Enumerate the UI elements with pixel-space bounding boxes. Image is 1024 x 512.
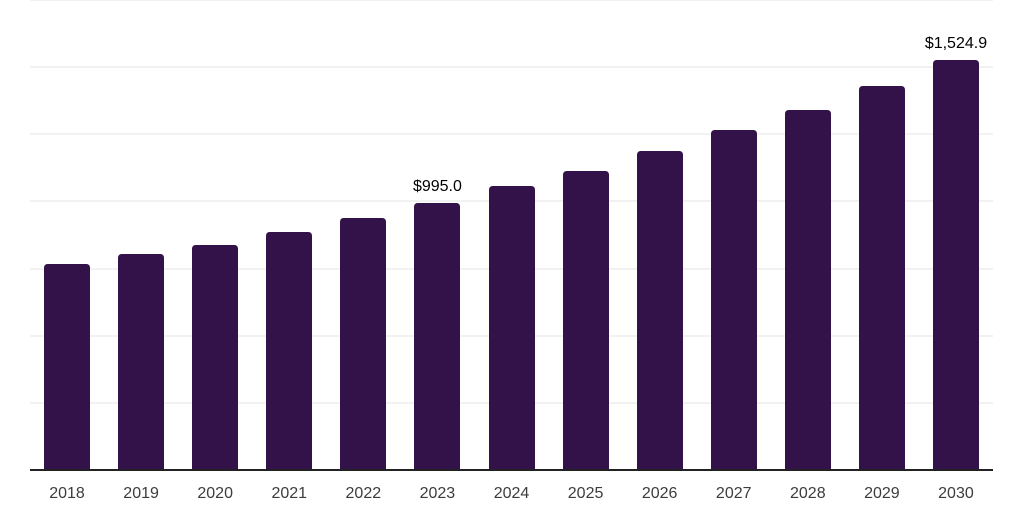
gridline-1500 — [30, 66, 993, 69]
bar-2020 — [192, 244, 239, 470]
x-tick-2022: 2022 — [345, 485, 382, 502]
bar-2022 — [340, 218, 387, 470]
x-tick-2030: 2030 — [938, 485, 974, 502]
bar-2027 — [710, 130, 757, 470]
x-tick-2019: 2019 — [123, 485, 159, 502]
bar-2021 — [266, 231, 313, 470]
x-axis-line — [30, 469, 993, 471]
x-tick-2021: 2021 — [271, 485, 308, 502]
bar-2025 — [562, 170, 609, 470]
plot-area: $995.0 $1,524.9 — [30, 0, 993, 470]
x-tick-2029: 2029 — [864, 485, 900, 502]
bar-2028 — [784, 109, 831, 470]
bar-2024 — [488, 186, 535, 470]
bar-value-label-2030: $1,524.9 — [924, 35, 988, 53]
x-tick-2020: 2020 — [197, 485, 233, 502]
gridline-1750 — [30, 0, 993, 1]
x-tick-2018: 2018 — [49, 485, 85, 502]
bar-2018 — [44, 264, 91, 470]
bar-2029 — [858, 85, 905, 470]
x-tick-2024: 2024 — [493, 485, 530, 502]
bar-value-label-2023: $995.0 — [412, 177, 462, 195]
bar-2019 — [118, 254, 165, 470]
x-tick-2026: 2026 — [641, 485, 678, 502]
x-tick-2027: 2027 — [715, 485, 752, 502]
bar-2023 — [414, 202, 461, 470]
x-tick-2023: 2023 — [419, 485, 456, 502]
x-tick-2028: 2028 — [790, 485, 826, 502]
x-tick-2025: 2025 — [567, 485, 604, 502]
gridline-1250 — [30, 133, 993, 136]
bar-2030 — [932, 60, 979, 470]
bar-2026 — [636, 151, 683, 470]
